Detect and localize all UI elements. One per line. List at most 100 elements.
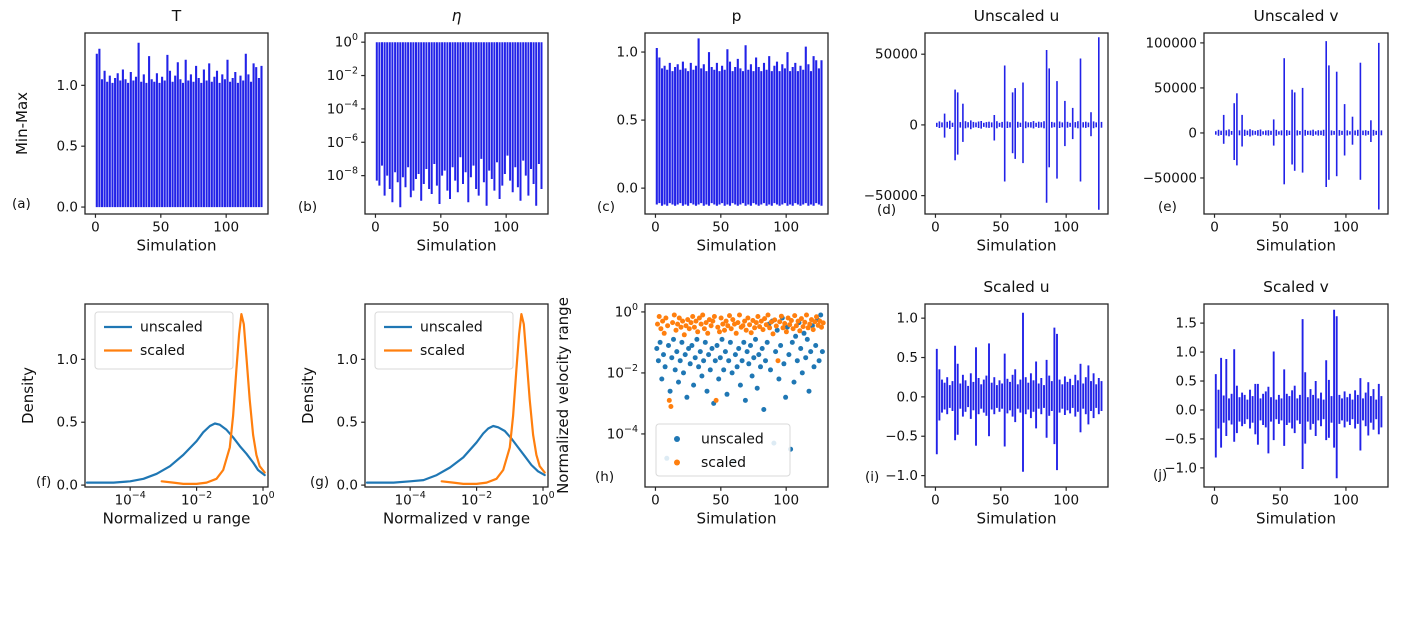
density-line-unscaled <box>365 424 546 484</box>
scatter-point <box>737 382 743 388</box>
scatter-point <box>761 407 767 412</box>
y-tick-label: 0.0 <box>897 389 918 405</box>
x-tick-label: 0 <box>651 493 660 509</box>
scatter-point <box>699 373 705 379</box>
scatter-point <box>770 331 776 337</box>
scatter-point <box>818 312 824 318</box>
scatter-point <box>757 324 763 330</box>
legend: unscaled scaled <box>655 423 791 477</box>
x-tick-label: 100 <box>1333 493 1359 509</box>
x-tick-label: 0 <box>651 220 660 236</box>
scatter-point <box>676 315 682 321</box>
axes-frame <box>1203 32 1389 215</box>
y-tick-label: 10−8 <box>327 166 358 185</box>
y-tick-label: 50000 <box>1154 80 1197 96</box>
x-tick-label: 50 <box>152 220 169 236</box>
scatter-point <box>671 336 676 342</box>
panel-letter: (a) <box>12 196 31 212</box>
panel-g: unscaled scaled 10−4 10−2 100 0.0 0.5 1.0 Normal… <box>299 303 555 528</box>
range-bars <box>375 42 543 208</box>
x-tick-label: 100 <box>1053 220 1079 236</box>
range-bars <box>1214 309 1383 479</box>
scatter-point <box>773 323 779 329</box>
panel-a: 0 50 100 0.0 0.5 1.0 T Simulation Min-Max (a) <box>12 7 269 255</box>
scatter-point <box>807 321 813 327</box>
scatter-point <box>802 319 808 325</box>
x-tick-label: 0 <box>931 220 940 236</box>
panel-letter: (b) <box>298 199 317 215</box>
scatter-point <box>684 394 690 400</box>
y-tick-label: 1.0 <box>337 352 358 368</box>
scatter-point <box>759 346 765 351</box>
scatter-point <box>693 318 699 324</box>
panel-letter: (f) <box>36 474 51 490</box>
legend-label-scaled: scaled <box>420 343 465 359</box>
scatter-point <box>806 388 812 394</box>
scatter-point <box>776 376 782 382</box>
legend-label-unscaled: unscaled <box>701 432 764 448</box>
scatter-point <box>813 343 819 348</box>
scatter-point <box>657 339 663 345</box>
scatter-points-unscaled <box>654 312 825 464</box>
scatter-point <box>730 317 736 323</box>
x-tick-label: 100 <box>493 220 519 236</box>
scatter-point <box>793 333 799 339</box>
scatter-point <box>743 327 749 333</box>
scatter-point <box>746 361 752 367</box>
scatter-point <box>781 361 787 367</box>
y-tick-label: 1.5 <box>1176 316 1197 332</box>
scatter-point <box>714 343 720 348</box>
y-tick-label: 10−4 <box>607 424 638 443</box>
y-axis-label: Normalized velocity range <box>554 297 572 494</box>
scatter-point <box>778 313 784 319</box>
axes-frame <box>1203 303 1389 488</box>
panel-f: unscaled scaled 10−4 10−2 100 0.0 0.5 1.0 Normal… <box>19 303 275 528</box>
scatter-point <box>723 318 729 324</box>
legend-sample-unscaled <box>674 436 680 442</box>
scatter-point <box>710 318 716 324</box>
scatter-point <box>694 336 700 342</box>
x-tick-label: 50 <box>1272 493 1289 509</box>
panel-j: 0 50 100 −1.0 −0.5 0.0 0.5 1.0 1.5 Scaled v Simula… <box>1153 278 1389 528</box>
x-axis-label: Simulation <box>977 510 1057 528</box>
axes-frame <box>924 303 1109 488</box>
scatter-point <box>655 358 661 364</box>
y-tick-label: −1.0 <box>1164 460 1197 476</box>
y-tick-label: 0.5 <box>57 139 78 155</box>
x-axis-label: Normalized u range <box>103 510 251 528</box>
range-bars <box>1215 41 1383 210</box>
scatter-point <box>791 379 797 385</box>
scatter-point <box>720 321 726 327</box>
panel-letter: (e) <box>1158 199 1177 215</box>
x-tick-label: 0 <box>931 493 940 509</box>
x-axis-label: Simulation <box>697 237 777 255</box>
scatter-point <box>804 336 810 342</box>
scatter-point <box>658 326 664 332</box>
x-tick-label: 50 <box>992 493 1009 509</box>
x-tick-label: 10−4 <box>395 490 426 509</box>
scatter-point <box>749 373 755 379</box>
scatter-point <box>762 316 768 322</box>
scatter-point <box>745 315 751 321</box>
scatter-point <box>765 312 771 318</box>
x-axis-label: Simulation <box>977 237 1057 255</box>
scatter-point <box>687 361 693 367</box>
plot-title: Scaled v <box>1263 278 1329 296</box>
scatter-point <box>753 320 759 326</box>
x-tick-label: 100 <box>251 490 274 509</box>
scatter-point <box>719 336 725 342</box>
y-tick-label: −50000 <box>864 188 918 204</box>
scatter-point <box>702 339 708 345</box>
plot-title: Unscaled u <box>974 7 1060 25</box>
y-axis-label: Density <box>19 367 37 424</box>
scatter-point <box>724 391 730 397</box>
scatter-point <box>661 330 667 336</box>
scatter-point <box>747 322 753 328</box>
y-tick-label: 1.0 <box>57 78 78 94</box>
scatter-point <box>715 324 721 330</box>
scatter-point <box>790 326 796 332</box>
scatter-point <box>753 336 758 342</box>
density-line-scaled <box>160 313 266 485</box>
density-line-unscaled <box>85 422 266 484</box>
